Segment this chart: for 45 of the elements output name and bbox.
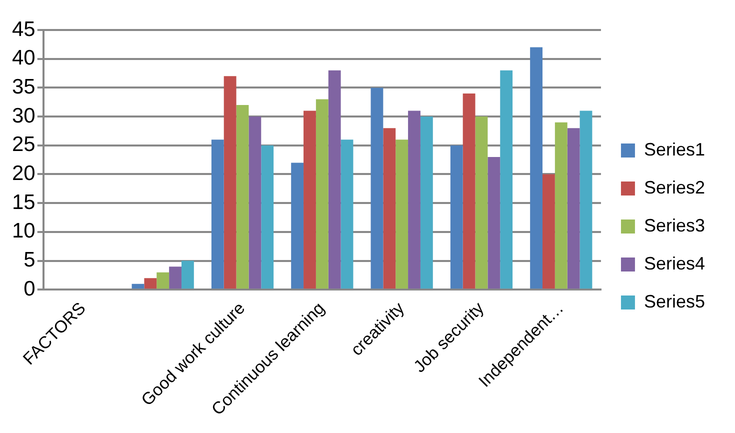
- bar: [450, 145, 463, 289]
- legend-label: Series3: [644, 215, 705, 236]
- bar: [211, 140, 224, 289]
- bar: [261, 145, 274, 289]
- bar: [408, 110, 420, 289]
- legend-label: Series4: [644, 253, 705, 274]
- bar: [328, 70, 341, 289]
- bar: [224, 76, 236, 289]
- bar: [181, 260, 194, 289]
- bar: [169, 266, 182, 289]
- bar: [475, 116, 488, 289]
- y-tick-label: 30: [12, 104, 36, 128]
- bar: [132, 284, 144, 289]
- y-tick-label: 40: [12, 46, 36, 70]
- legend-label: Series5: [644, 291, 705, 312]
- y-tick-label: 25: [12, 133, 36, 156]
- bar: [383, 128, 396, 289]
- bar: [316, 99, 328, 289]
- y-tick-label: 35: [12, 75, 36, 98]
- y-tick-label: 10: [12, 220, 36, 243]
- bar: [488, 156, 500, 289]
- bar: [530, 47, 542, 289]
- y-tick-label: 0: [24, 277, 36, 300]
- bar: [567, 128, 580, 289]
- y-tick-label: 45: [12, 18, 36, 41]
- bar: [462, 93, 476, 289]
- bar: [500, 70, 513, 289]
- bar: [554, 122, 568, 289]
- bar: [156, 272, 170, 289]
- y-tick-label: 5: [24, 248, 36, 272]
- bar: [248, 116, 262, 289]
- bar: [580, 110, 592, 289]
- y-tick-label: 20: [12, 162, 36, 186]
- bar: [304, 110, 316, 289]
- bar: [370, 88, 384, 289]
- legend-label: Series2: [644, 177, 705, 198]
- bar: [542, 174, 555, 289]
- y-tick-label: 15: [12, 190, 36, 214]
- legend-label: Series1: [644, 139, 705, 160]
- bar: [340, 140, 354, 289]
- bar: [420, 116, 433, 289]
- bar: [236, 105, 249, 289]
- bar: [144, 278, 157, 289]
- bar: [291, 162, 304, 289]
- bar: [396, 140, 408, 289]
